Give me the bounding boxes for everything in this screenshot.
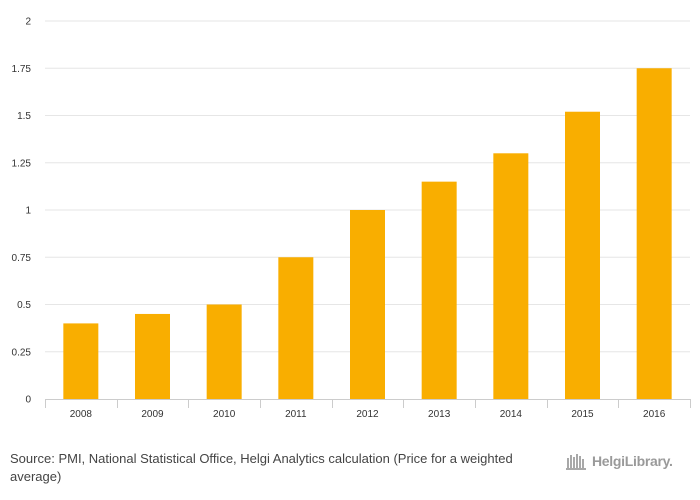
x-tick-label: 2009 bbox=[141, 409, 164, 420]
x-axis-labels: 2008 2009 2010 2011 2012 2013 2014 2015 2016 bbox=[70, 409, 666, 420]
bar-2016[interactable] bbox=[636, 68, 672, 399]
y-tick-label: 0.25 bbox=[12, 347, 32, 358]
bar-2015[interactable] bbox=[565, 111, 600, 399]
source-note: Source: PMI, National Statistical Office… bbox=[10, 450, 530, 486]
x-tick-label: 2016 bbox=[643, 409, 666, 420]
bar-2014[interactable] bbox=[493, 153, 529, 399]
bar-2008[interactable] bbox=[63, 323, 99, 399]
brand-text: HelgiLibrary. bbox=[592, 453, 673, 469]
library-icon bbox=[566, 454, 586, 470]
x-tick-label: 2010 bbox=[213, 409, 236, 420]
x-axis bbox=[45, 399, 691, 408]
y-tick-label: 0.5 bbox=[17, 300, 31, 311]
x-tick-label: 2011 bbox=[285, 409, 307, 420]
y-tick-label: 1.5 bbox=[17, 111, 31, 122]
brand-logo[interactable]: HelgiLibrary. bbox=[566, 449, 673, 473]
source-text: PMI, National Statistical Office, Helgi … bbox=[10, 451, 513, 484]
y-tick-label: 1.25 bbox=[12, 158, 32, 169]
bar-2011[interactable] bbox=[278, 257, 314, 399]
y-tick-label: 1.75 bbox=[12, 64, 32, 75]
x-tick-label: 2015 bbox=[571, 409, 594, 420]
x-tick-label: 2014 bbox=[500, 409, 523, 420]
bars bbox=[63, 68, 672, 400]
y-tick-label: 0.75 bbox=[12, 253, 32, 264]
bar-2010[interactable] bbox=[206, 304, 242, 400]
source-label: Source: bbox=[10, 451, 55, 466]
y-tick-label: 2 bbox=[25, 17, 31, 28]
bar-2009[interactable] bbox=[135, 313, 170, 399]
x-tick-label: 2013 bbox=[428, 409, 451, 420]
bar-2012[interactable] bbox=[350, 210, 385, 399]
y-tick-label: 1 bbox=[25, 206, 31, 217]
x-tick-label: 2008 bbox=[70, 409, 93, 420]
bar-2013[interactable] bbox=[421, 181, 457, 399]
x-tick-label: 2012 bbox=[356, 409, 379, 420]
y-axis-labels: 0 0.25 0.5 0.75 1 1.25 1.5 1.75 2 bbox=[12, 17, 32, 406]
y-tick-label: 0 bbox=[25, 395, 31, 406]
